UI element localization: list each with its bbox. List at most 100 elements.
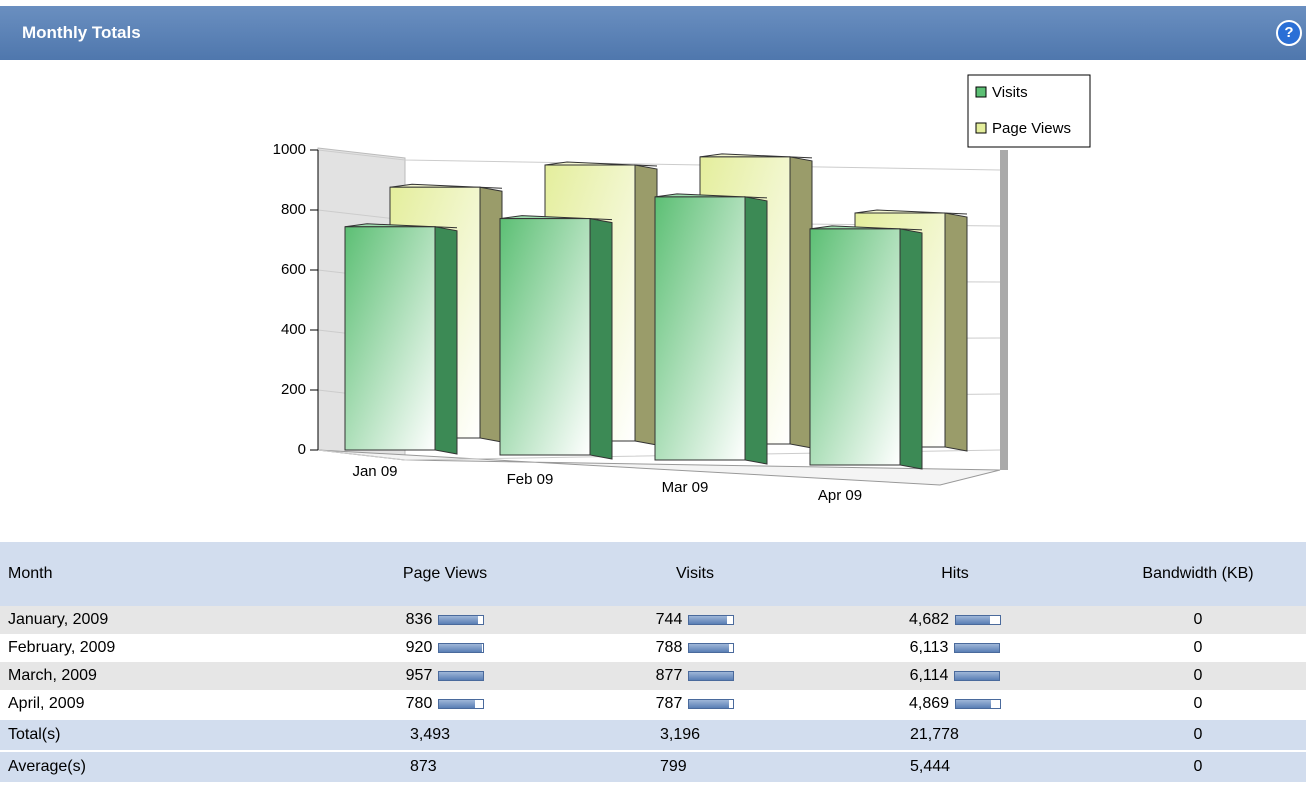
bar <box>809 228 901 466</box>
mini-bar <box>955 643 1000 652</box>
mini-bar-track <box>688 614 735 625</box>
mini-bar <box>689 615 727 624</box>
table-cell: 3,196 <box>570 718 820 751</box>
footer-row: Total(s) 3,493 3,196 21,778 0 <box>0 718 1306 751</box>
mini-bar <box>955 671 1000 680</box>
mini-bar <box>439 643 482 652</box>
cell-text: 6,114 <box>909 667 949 684</box>
bar-side <box>434 226 458 455</box>
table-row: April, 2009 780 787 4,869 0 <box>0 690 1306 719</box>
bar <box>654 196 746 461</box>
panel-header: Monthly Totals ? <box>0 6 1306 60</box>
mini-bar <box>439 615 478 624</box>
mini-bar-track <box>688 698 735 709</box>
cell-text: 3,196 <box>660 726 701 743</box>
bar-side <box>479 186 503 443</box>
legend-box <box>967 74 1091 148</box>
bar-side <box>744 196 768 465</box>
legend-label: Visits <box>992 84 1028 101</box>
grid-line <box>317 449 1001 461</box>
chart: 0 200 400 600 800 1000 Jan 09 Feb 09 Mar 09 Apr 0… <box>273 74 1091 504</box>
bar <box>499 218 591 456</box>
cell-text: February, 2009 <box>8 639 116 656</box>
table-cell: 0 <box>1090 750 1306 782</box>
table-cell: March, 2009 <box>0 662 320 690</box>
table-cell: 4,869 <box>820 690 1090 719</box>
table-row: March, 2009 957 877 6,114 0 <box>0 662 1306 690</box>
legend: Visits Page Views <box>967 74 1091 148</box>
cell-text: Average(s) <box>8 758 86 775</box>
cell-text: 873 <box>410 758 437 775</box>
table-cell: 6,114 <box>820 662 1090 690</box>
right-wall <box>1000 150 1008 470</box>
x-tick-label: Apr 09 <box>818 487 862 504</box>
cell-text: 799 <box>660 758 687 775</box>
y-tick-label: 1000 <box>273 141 306 158</box>
table-cell: 788 <box>570 634 820 662</box>
cell-text: 744 <box>655 611 683 628</box>
x-tick-label: Jan 09 <box>352 463 397 480</box>
table-cell: January, 2009 <box>0 606 320 634</box>
footer-row: Average(s) 873 799 5,444 0 <box>0 750 1306 782</box>
legend-swatch <box>975 122 987 134</box>
cell-text: 5,444 <box>910 758 951 775</box>
mini-bar-track <box>955 698 1002 709</box>
mini-bar-track <box>438 614 485 625</box>
cell-text: 836 <box>405 611 433 628</box>
column-header: Visits <box>570 542 820 606</box>
grid-line <box>317 149 1001 171</box>
mini-bar-track <box>954 642 1001 653</box>
table-cell: 4,682 <box>820 606 1090 634</box>
cell-text: 3,493 <box>410 726 451 743</box>
mini-bar <box>956 699 992 708</box>
cell-text: 787 <box>655 695 683 712</box>
cell-text: January, 2009 <box>8 611 109 628</box>
column-header: Page Views <box>320 542 570 606</box>
table-cell: 21,778 <box>820 718 1090 751</box>
table-cell: 0 <box>1090 606 1306 634</box>
mini-bar <box>689 643 729 652</box>
table-cell: 877 <box>570 662 820 690</box>
help-icon[interactable]: ? <box>1276 20 1302 46</box>
mini-bar-track <box>438 642 485 653</box>
x-tick-label: Mar 09 <box>662 479 709 496</box>
mini-bar <box>439 699 476 708</box>
mini-bar-track <box>688 642 735 653</box>
table-cell: 920 <box>320 634 570 662</box>
cell-text: March, 2009 <box>8 667 97 684</box>
legend-label: Page Views <box>992 120 1071 137</box>
column-header: Hits <box>820 542 1090 606</box>
table-cell: 836 <box>320 606 570 634</box>
data-table: Month Page Views Visits Hits Bandwidth (KB) … <box>0 542 1306 782</box>
y-tick-label: 600 <box>281 261 306 278</box>
mini-bar-track <box>438 698 485 709</box>
cell-text: 0 <box>1193 726 1203 743</box>
y-tick-label: 0 <box>298 441 306 458</box>
mini-bar <box>689 699 729 708</box>
table-cell: 957 <box>320 662 570 690</box>
table-row: February, 2009 920 788 6,113 0 <box>0 634 1306 662</box>
mini-bar-track <box>955 614 1002 625</box>
mini-bar <box>439 671 484 680</box>
cell-text: 788 <box>655 639 683 656</box>
cell-text: 21,778 <box>910 726 959 743</box>
mini-bar-track <box>438 670 485 681</box>
table-cell: 0 <box>1090 690 1306 719</box>
cell-text: April, 2009 <box>8 695 85 712</box>
table-cell: Total(s) <box>0 718 320 751</box>
cell-text: 780 <box>405 695 433 712</box>
table-cell: 3,493 <box>320 718 570 751</box>
bar-side <box>789 156 813 449</box>
mini-bar <box>956 615 990 624</box>
table-cell: 5,444 <box>820 750 1090 782</box>
cell-text: 957 <box>405 667 433 684</box>
mini-bar-track <box>688 670 735 681</box>
bar <box>344 226 436 451</box>
table-cell: 0 <box>1090 718 1306 751</box>
table-cell: 873 <box>320 750 570 782</box>
cell-text: 0 <box>1193 639 1203 656</box>
cell-text: Total(s) <box>8 726 61 743</box>
column-header: Month <box>0 542 320 606</box>
legend-swatch <box>975 86 987 98</box>
